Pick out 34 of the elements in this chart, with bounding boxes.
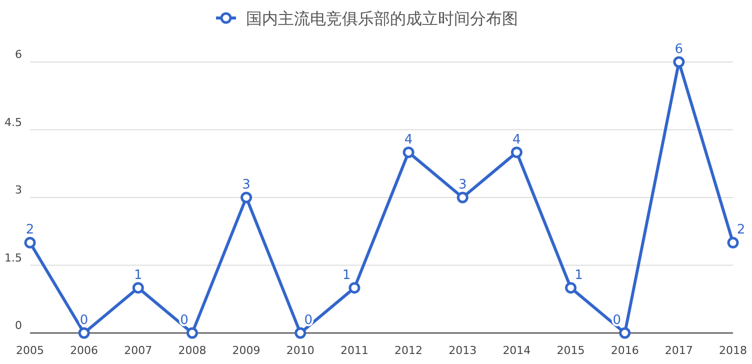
legend-label: 国内主流电竞俱乐部的成立时间分布图 bbox=[246, 9, 518, 28]
x-tick-label: 2016 bbox=[610, 344, 639, 357]
x-tick-label: 2010 bbox=[286, 344, 314, 357]
y-tick-label: 0 bbox=[15, 319, 22, 332]
data-label: 0 bbox=[180, 313, 188, 328]
y-tick-label: 4.5 bbox=[4, 116, 22, 129]
data-label: 3 bbox=[458, 178, 467, 192]
data-label: 3 bbox=[242, 178, 250, 192]
x-tick-label: 2005 bbox=[16, 344, 44, 357]
y-tick-label: 6 bbox=[15, 48, 22, 61]
x-tick-label: 2012 bbox=[394, 344, 423, 357]
x-tick-label: 2011 bbox=[340, 344, 368, 357]
x-tick-label: 2013 bbox=[448, 344, 477, 357]
x-tick-label: 2017 bbox=[664, 344, 693, 357]
data-label: 1 bbox=[342, 268, 351, 283]
data-label: 0 bbox=[304, 313, 313, 328]
data-label: 2 bbox=[26, 222, 34, 238]
x-tick-label: 2014 bbox=[502, 344, 531, 357]
data-label: 1 bbox=[574, 268, 583, 283]
y-tick-label: 1.5 bbox=[4, 251, 22, 264]
data-label: 2 bbox=[736, 222, 746, 238]
data-label: 1 bbox=[134, 268, 142, 283]
data-label: 6 bbox=[674, 42, 684, 57]
data-label: 0 bbox=[612, 313, 621, 328]
y-tick-label: 3 bbox=[15, 184, 22, 196]
x-tick-label: 2015 bbox=[556, 344, 585, 357]
data-label: 4 bbox=[512, 132, 521, 148]
data-label: 0 bbox=[80, 313, 88, 328]
x-tick-label: 2008 bbox=[178, 344, 206, 357]
x-tick-label: 2009 bbox=[232, 344, 260, 357]
x-tick-label: 2018 bbox=[719, 344, 747, 357]
x-tick-label: 2006 bbox=[70, 344, 98, 357]
data-label: 4 bbox=[404, 132, 413, 148]
x-tick-label: 2007 bbox=[124, 344, 152, 357]
